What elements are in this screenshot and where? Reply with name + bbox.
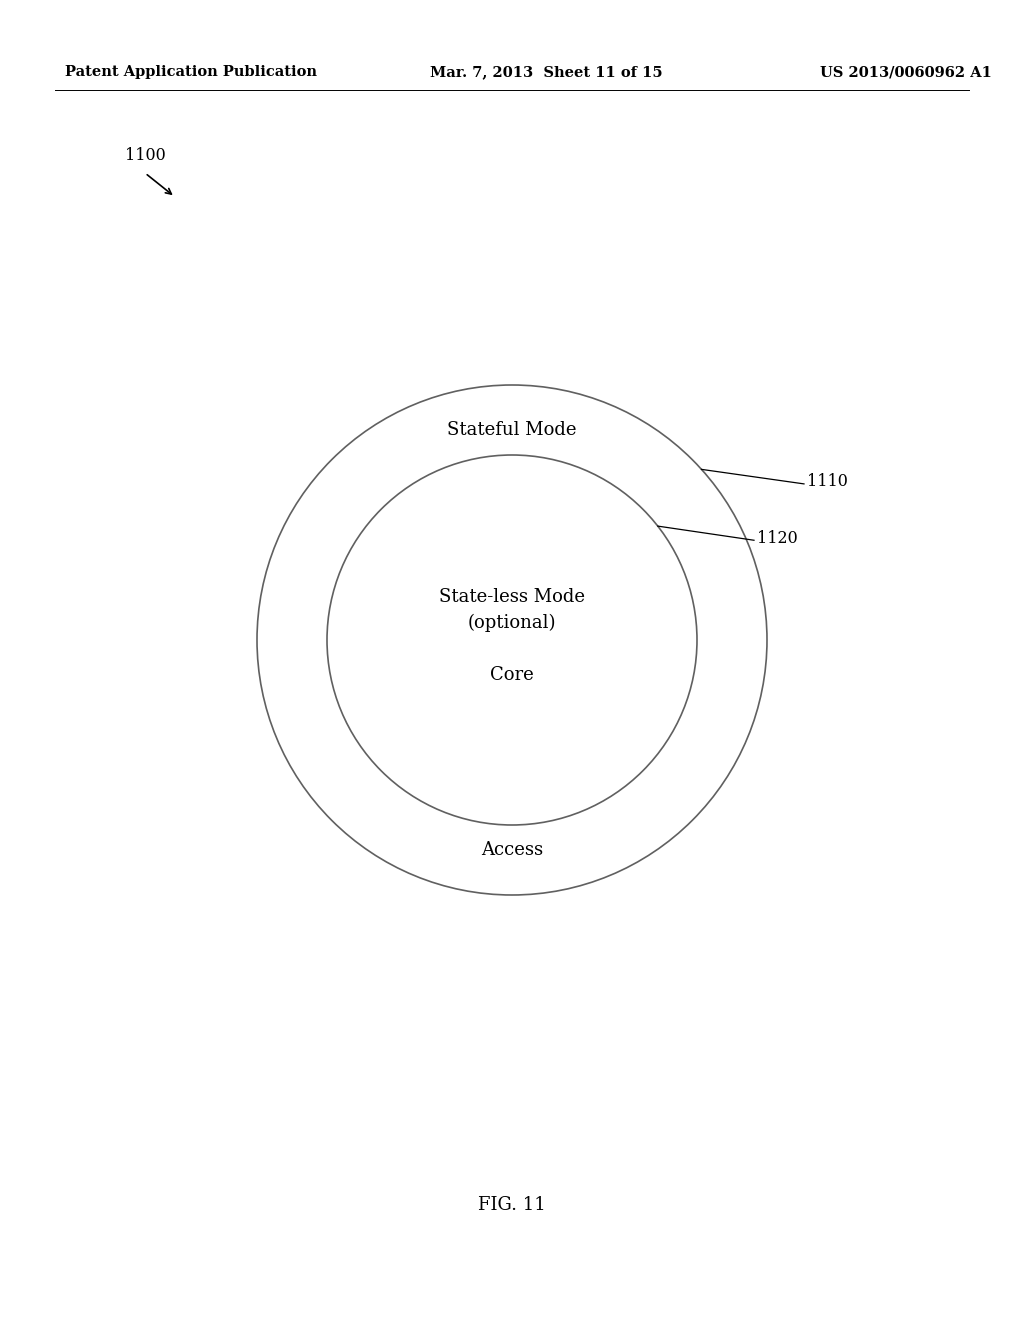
Text: 1120: 1120 — [757, 529, 798, 546]
Text: FIG. 11: FIG. 11 — [478, 1196, 546, 1214]
Text: State-less Mode
(optional): State-less Mode (optional) — [439, 589, 585, 632]
Text: 1100: 1100 — [125, 147, 166, 164]
Text: Core: Core — [490, 667, 534, 684]
Text: US 2013/0060962 A1: US 2013/0060962 A1 — [820, 65, 992, 79]
Text: 1110: 1110 — [807, 474, 848, 491]
Text: Stateful Mode: Stateful Mode — [447, 421, 577, 440]
Text: Mar. 7, 2013  Sheet 11 of 15: Mar. 7, 2013 Sheet 11 of 15 — [430, 65, 663, 79]
Text: Access: Access — [481, 841, 543, 859]
Text: Patent Application Publication: Patent Application Publication — [65, 65, 317, 79]
